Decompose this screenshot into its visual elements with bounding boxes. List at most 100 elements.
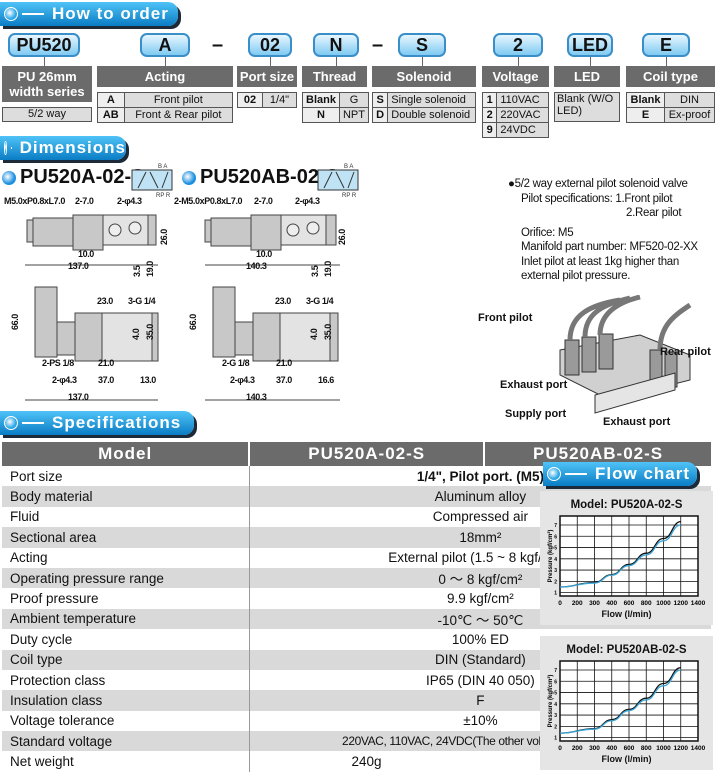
specifications-header: Specifications [0,411,194,435]
section-title: How to order [52,4,169,23]
voltage-options: 1 110VAC 2 220VAC 9 24VDC [481,92,549,138]
label-led: LED [554,66,620,87]
x-axis-label: Flow (l/min) [601,754,652,764]
symbol-port-top-label: B A [158,164,167,170]
y-tick-label: 6 [554,679,557,685]
y-tick-label: 5 [554,691,557,697]
valve-symbol-icon [317,169,359,191]
spec-label: Standard voltage [2,731,250,752]
x-tick-label: 800 [641,745,652,752]
dim-hole: 2-φ4.3 [117,196,142,206]
manifold-illustration [559,295,692,414]
code-acting: A [140,33,190,57]
dim-10: 10.0 [256,249,272,259]
led-option: Blank (W/O LED) [554,92,620,122]
dim-pilot: 2-PS 1/8 [42,358,74,368]
label-coil: Coil type [626,66,715,87]
dim-height: 26.0 [337,229,347,245]
y-tick-label: 4 [554,702,557,708]
dim-66: 66.0 [10,314,20,330]
x-tick-label: 600 [624,600,635,607]
x-tick-label: 300 [589,745,600,752]
y-axis-label: Pressure (kgf/cm²) [547,530,554,583]
chart-title: Model: PU520A-02-S [570,499,683,511]
dim-pitch: 2-7.0 [254,196,273,206]
port-size-options: 02 1/4" [237,92,298,108]
spec-label: Body material [2,486,250,507]
x-tick-label: 400 [606,745,617,752]
valve-drawing-ab [204,214,340,401]
x-tick-label: 1400 [691,600,706,607]
spec-label: Voltage tolerance [2,710,250,732]
spec-value: 240g [249,751,486,772]
dim-pitch: 2-7.0 [75,196,94,206]
symbol-port-top-label: B A [344,164,353,170]
label-acting: Acting [97,66,233,87]
dim-port: 3-G 1/4 [128,296,156,306]
dim-13: 13.0 [140,375,156,385]
dim-thread: M5.0xP0.8xL7.0 [4,196,65,206]
x-tick-label: 300 [589,600,600,607]
dash: – [372,34,384,56]
dim-19: 19.0 [323,261,333,277]
y-axis-label: Pressure (kgf/cm²) [547,675,554,728]
dim-hole: 2-φ4.3 [230,375,255,385]
spec-label: Sectional area [2,527,250,548]
code-coil: E [642,33,690,57]
solenoid-options: S Single solenoid D Double solenoid [371,92,476,123]
dim-66: 66.0 [188,314,198,330]
y-tick-label: 7 [554,668,557,674]
y-tick-label: 3 [554,568,557,574]
label-solenoid: Solenoid [372,66,476,87]
flow-chart-header: Flow chart [543,462,697,486]
dim-37: 37.0 [276,375,292,385]
dim-23: 23.0 [275,296,291,306]
dim-port: 3-G 1/4 [306,296,334,306]
dimensions-header: Dimensions [0,136,126,160]
x-tick-label: 1000 [656,600,671,607]
x-tick-label: 800 [641,600,652,607]
dim-height: 26.0 [159,229,169,245]
code-led: LED [567,33,613,57]
how-to-order-header: How to order [0,2,178,26]
dim-21: 21.0 [276,358,292,368]
bullet-icon [547,467,561,481]
y-tick-label: 2 [554,724,557,730]
valve-symbol-icon [131,169,173,191]
flow-chart-a: Model: PU520A-02-S 1 2 3 4 5 6 7 0 200 300 400 600 80… [540,491,713,625]
dim-21: 21.0 [98,358,114,368]
label-supply-port: Supply port [505,408,567,420]
spec-label: Fluid [2,506,250,528]
dim-37: 37.0 [98,375,114,385]
chart-title: Model: PU520AB-02-S [566,644,687,656]
dim-35: 35.0 [323,324,333,340]
dim-length: 137.0 [68,261,89,271]
spec-label: Duty cycle [2,629,250,650]
dim-hole: 2-φ4.3 [52,375,77,385]
y-tick-label: 5 [554,546,557,552]
label-front-pilot: Front pilot [478,312,533,324]
thread-options: Blank G N NPT [302,92,369,123]
spec-label: Coil type [2,649,250,670]
dim-23: 23.0 [97,296,113,306]
label-exhaust-port: Exhaust port [603,416,671,428]
y-tick-label: 4 [554,557,557,563]
bullet-icon [2,170,16,185]
y-tick-label: 6 [554,534,557,540]
dim-4: 4.0 [309,328,319,340]
code-series: PU520 [8,33,80,57]
dim-hole: 2-φ4.3 [295,196,320,206]
y-tick-label: 3 [554,713,557,719]
x-tick-label: 400 [606,600,617,607]
coil-options: Blank DIN E Ex-proof [625,92,715,123]
dim-4: 4.0 [131,328,141,340]
dim-3-5: 3.5 [310,265,320,277]
label-series: PU 26mm width series [2,66,92,102]
spec-label: Port size [2,466,250,487]
x-tick-label: 0 [558,600,562,607]
spec-label: Ambient temperature [2,608,250,630]
spec-label: Protection class [2,669,250,691]
y-tick-label: 2 [554,579,557,585]
x-tick-label: 0 [558,745,562,752]
symbol-port-bottom-label: RP R [156,193,171,199]
